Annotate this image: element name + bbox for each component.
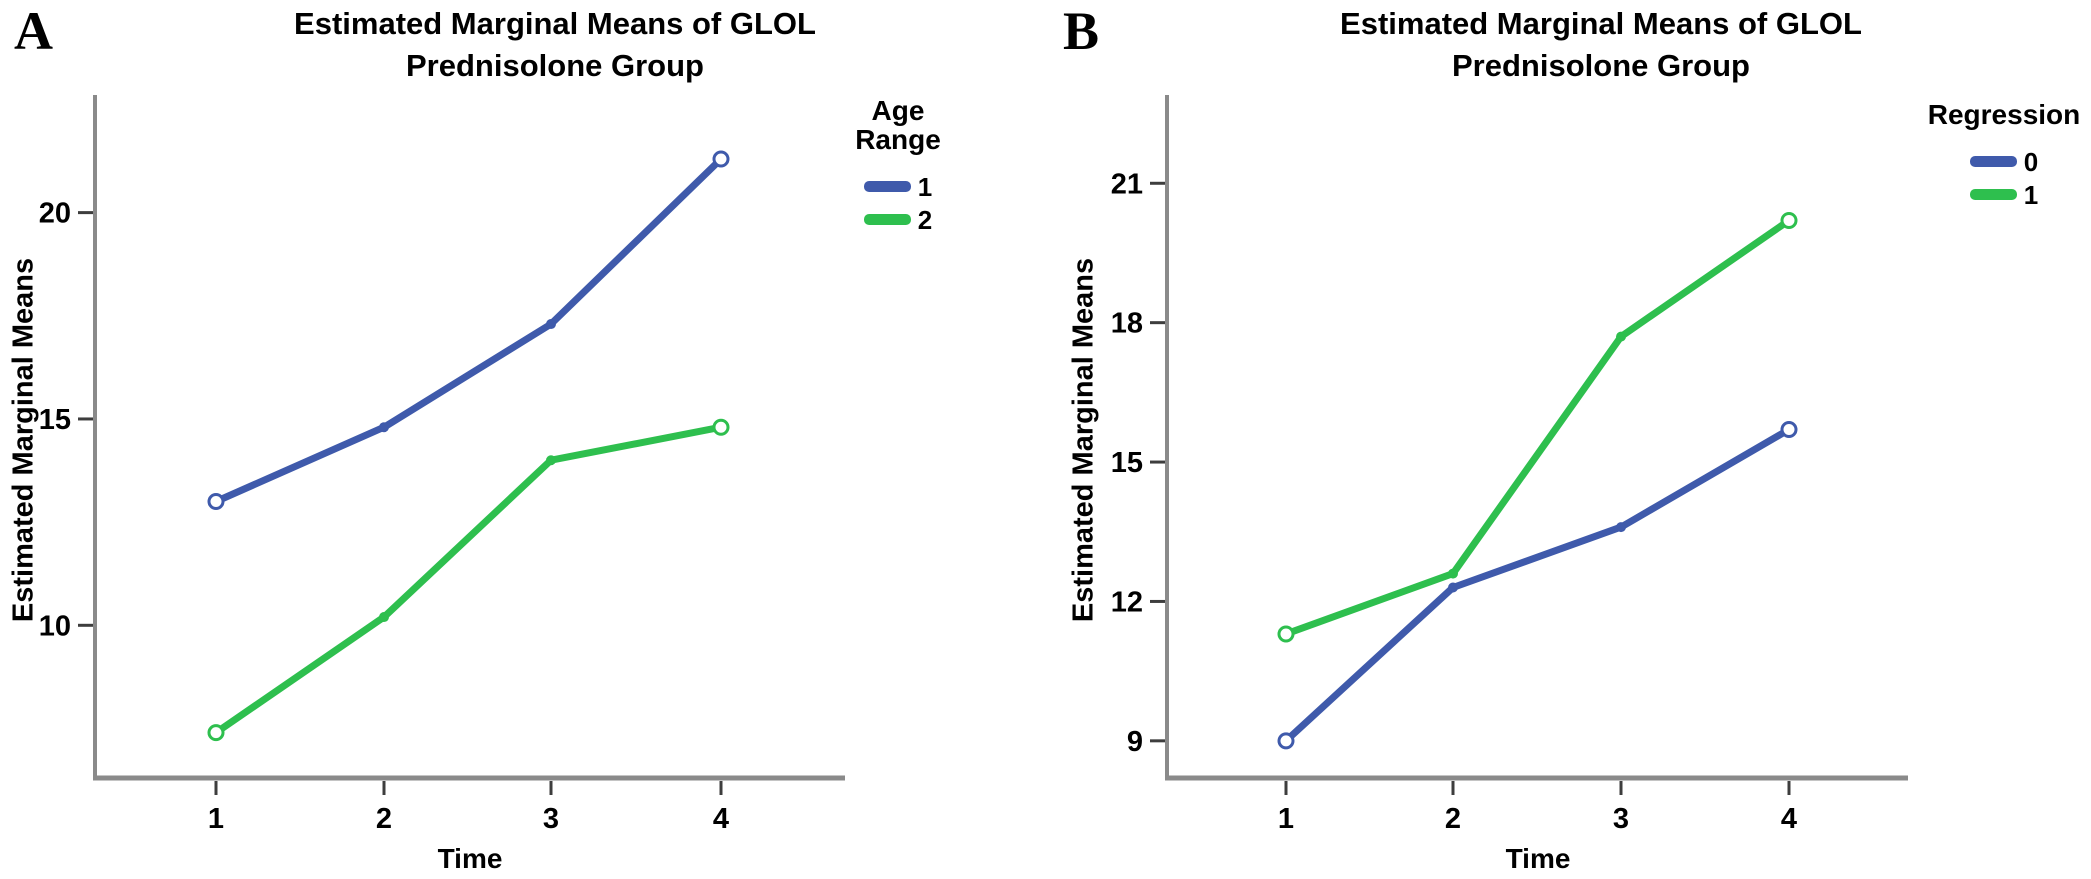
y-tick-label: 21 [1111,168,1143,200]
plot-area-a: 10 15 20 1 2 3 4 [39,95,845,835]
legend-entry-label: 2 [917,204,933,235]
y-tick-label: 12 [1111,586,1143,618]
data-point-marker [546,455,556,466]
y-tick-label: 15 [39,404,71,436]
panel-b-label: B [1063,1,1100,61]
x-axis-label: Time [437,843,503,874]
legend-entry: 0 [1924,145,2084,178]
series-line-2 [214,423,722,736]
chart-subtitle: Prednisolone Group [1452,48,1750,83]
legend-title-line: Range [855,124,941,155]
data-point-marker [1448,568,1458,579]
series-line-1 [1284,217,1791,638]
y-tick-label: 15 [1111,447,1143,479]
x-tick-label: 2 [376,803,392,835]
x-tick-label: 1 [208,803,224,835]
series-line-1 [214,156,724,505]
y-tick-label: 20 [39,198,71,230]
x-axis-label: Time [1505,843,1571,874]
chart-title: Estimated Marginal Means of GLOL [294,6,816,41]
legend-entry-label: 1 [2023,179,2039,210]
data-point-marker [1616,522,1626,533]
data-point-marker [546,319,556,330]
legend-color-swatch [863,181,911,192]
data-point-marker [207,724,225,742]
legend-color-swatch [1969,189,2017,200]
legend-title-line: Regression [1927,99,2081,130]
data-point-marker [379,612,389,623]
data-point-marker [379,422,389,433]
x-tick-label: 3 [1613,803,1629,835]
panel-b-title-block: Estimated Marginal Means of GLOL Prednis… [1340,4,1862,86]
legend-entry: 2 [818,203,978,236]
y-tick-label: 9 [1127,726,1143,758]
x-tick-label: 3 [543,803,559,835]
legend-entry-label: 1 [917,171,933,202]
data-point-marker [712,418,730,436]
data-point-marker [1277,732,1295,750]
legend-entry: 1 [1924,178,2084,211]
legend-entry: 1 [818,170,978,203]
panel-a-label: A [14,1,53,61]
legend-title: Regression [1924,100,2084,129]
data-point-marker [712,150,730,168]
panel-a: A Estimated Marginal Means of GLOL Predn… [0,0,1045,879]
data-point-marker [1780,211,1798,229]
legend-entry-label: 0 [2023,146,2039,177]
panel-a-title-block: Estimated Marginal Means of GLOL Prednis… [294,4,816,86]
data-point-marker [207,492,225,510]
x-tick-label: 2 [1445,803,1461,835]
data-point-marker [1616,331,1626,342]
y-tick-label: 18 [1111,308,1143,340]
chart-subtitle: Prednisolone Group [406,48,704,83]
chart-title: Estimated Marginal Means of GLOL [1340,6,1862,41]
x-tick-label: 4 [713,803,729,835]
x-tick-label: 1 [1278,803,1294,835]
y-tick-label: 10 [39,610,71,642]
panel-b: B Estimated Marginal Means of GLOL Predn… [1046,0,2091,879]
data-point-marker [1277,625,1295,643]
legend-color-swatch [1969,156,2017,167]
series-line-0 [1283,426,1791,744]
data-point-marker [1448,582,1458,593]
data-point-marker [1780,421,1798,439]
legend-title-line: Age [871,95,925,126]
legend-title: Age Range [818,96,978,154]
x-tick-label: 4 [1781,803,1797,835]
legend-color-swatch [863,214,911,225]
